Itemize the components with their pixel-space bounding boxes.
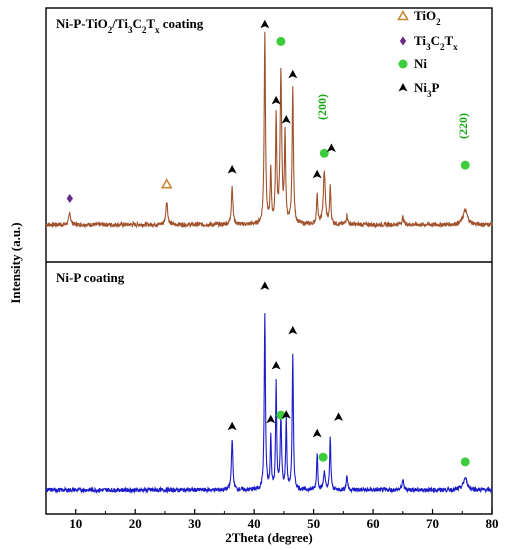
top-marker-ni3p-6 [281, 114, 291, 124]
legend-marker-ni3p [398, 83, 408, 92]
x-tick-label-30: 30 [188, 516, 201, 531]
bottom-xrd-trace [45, 313, 493, 495]
legend-label-tio2: TiO2 [414, 8, 441, 27]
bottom-marker-ni3p-7 [312, 428, 322, 438]
top-marker-ni-9 [319, 148, 329, 158]
legend-label-ni3p: Ni3P [414, 80, 440, 99]
bottom-marker-ni3p-9 [334, 412, 344, 421]
legend-marker-ni [398, 59, 408, 69]
bottom-series-layer [45, 313, 493, 495]
bottom-panel-title: Ni-P coating [56, 270, 125, 285]
bottom-marker-ni-10 [460, 457, 470, 467]
plot-frame [45, 7, 493, 515]
x-tick-label-60: 60 [367, 516, 380, 531]
markers-layer [66, 19, 470, 467]
y-axis-label: Intensity (a.u.) [8, 222, 23, 303]
hkl-annotation-1: (200) [315, 94, 329, 120]
legend-marker-tio2 [397, 9, 409, 21]
bottom-marker-ni3p-6 [288, 325, 298, 335]
top-xrd-trace [45, 31, 493, 229]
annotations-layer: (111)(200)(220) [315, 94, 470, 139]
top-panel-title: Ni-P-TiO2/Ti3C2Tx coating [56, 16, 204, 35]
top-marker-ni3p-7 [288, 69, 298, 79]
x-axis-label: 2Theta (degree) [225, 530, 312, 545]
top-marker-ni-5 [276, 36, 286, 46]
top-marker-ni3p-3 [260, 19, 270, 29]
legend-label-ti3c2tx: Ti3C2Tx [414, 33, 458, 52]
bottom-marker-ni3p-0 [227, 421, 237, 431]
x-tick-label-20: 20 [129, 516, 142, 531]
bottom-marker-ni-8 [318, 452, 328, 462]
top-marker-ni3p-2 [227, 164, 237, 174]
x-tick-label-10: 10 [69, 516, 82, 531]
x-tick-label-40: 40 [248, 516, 261, 531]
top-marker-ni3p-8 [312, 169, 322, 179]
bottom-marker-ni3p-2 [266, 414, 276, 424]
top-series-layer [45, 31, 493, 229]
x-tick-label-50: 50 [307, 516, 320, 531]
bottom-marker-ni3p-1 [260, 281, 270, 290]
top-marker-ni3p-10 [326, 143, 336, 153]
x-tick-label-70: 70 [426, 516, 439, 531]
top-marker-ti3c2tx-0 [66, 194, 73, 203]
top-marker-tio2-1 [160, 178, 173, 189]
legend-label-ni: Ni [414, 56, 427, 71]
top-marker-ni-11 [460, 160, 470, 170]
hkl-annotation-2: (220) [456, 113, 470, 139]
legend: TiO2 Ti3C2Tx Ni Ni3P [397, 8, 458, 99]
top-marker-ni3p-4 [271, 95, 281, 105]
x-tick-label-80: 80 [486, 516, 499, 531]
bottom-marker-ni3p-3 [271, 360, 281, 370]
bottom-marker-ni3p-5 [281, 410, 291, 419]
legend-marker-ti3c2tx [399, 36, 407, 46]
axes-layer: 10 20 30 40 50 60 70 80 [45, 509, 499, 531]
